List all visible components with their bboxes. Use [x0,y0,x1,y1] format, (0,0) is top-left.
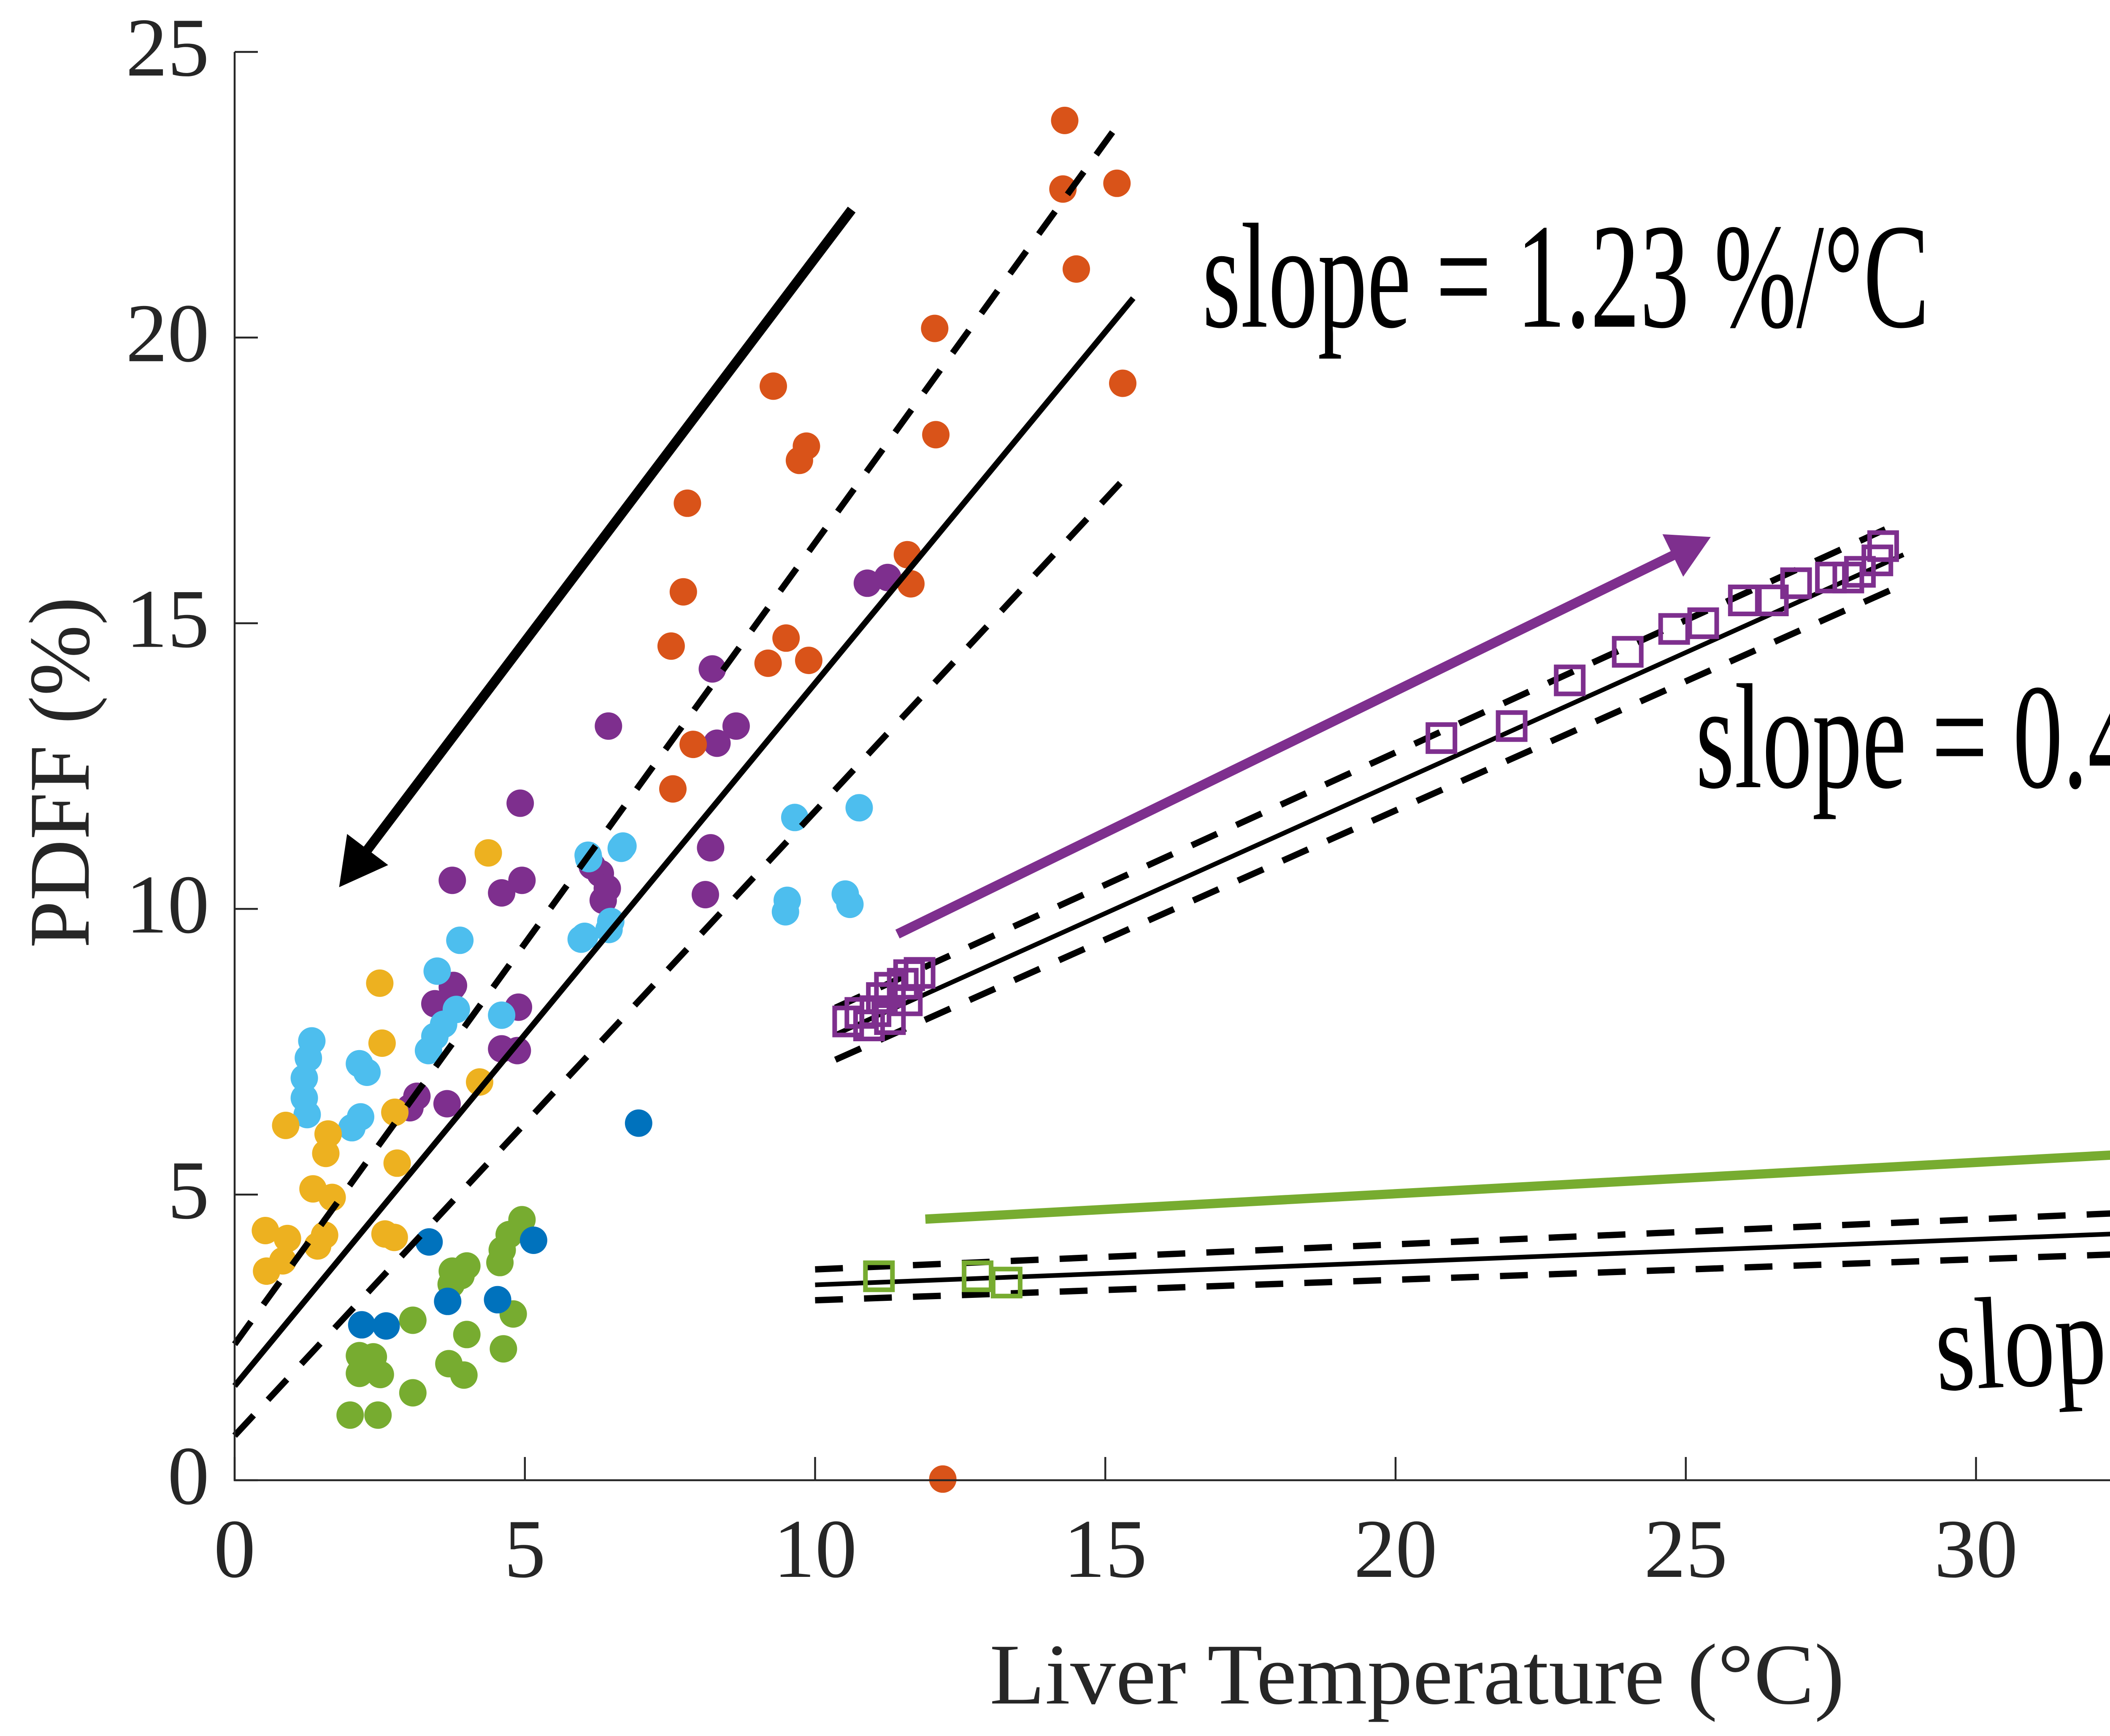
svg-text:15: 15 [1063,1503,1147,1595]
svg-text:15: 15 [126,573,209,665]
svg-text:slope = 1.23 %/°C: slope = 1.23 %/°C [1202,193,1929,360]
svg-text:slope = 0.45 %/°C: slope = 0.45 %/°C [1696,654,2110,820]
svg-text:0: 0 [214,1503,256,1595]
svg-text:5: 5 [168,1144,209,1236]
svg-text:Liver Temperature (°C): Liver Temperature (°C) [990,1627,1845,1722]
svg-text:5: 5 [504,1503,546,1595]
svg-text:10: 10 [774,1503,857,1595]
svg-text:20: 20 [1354,1503,1437,1595]
svg-text:25: 25 [1644,1503,1728,1595]
svg-text:10: 10 [126,858,209,951]
svg-text:20: 20 [126,287,209,379]
svg-text:25: 25 [126,1,209,94]
svg-text:0: 0 [168,1430,209,1522]
svg-text:30: 30 [1934,1503,2018,1595]
svg-text:PDFF (%): PDFF (%) [12,597,108,948]
